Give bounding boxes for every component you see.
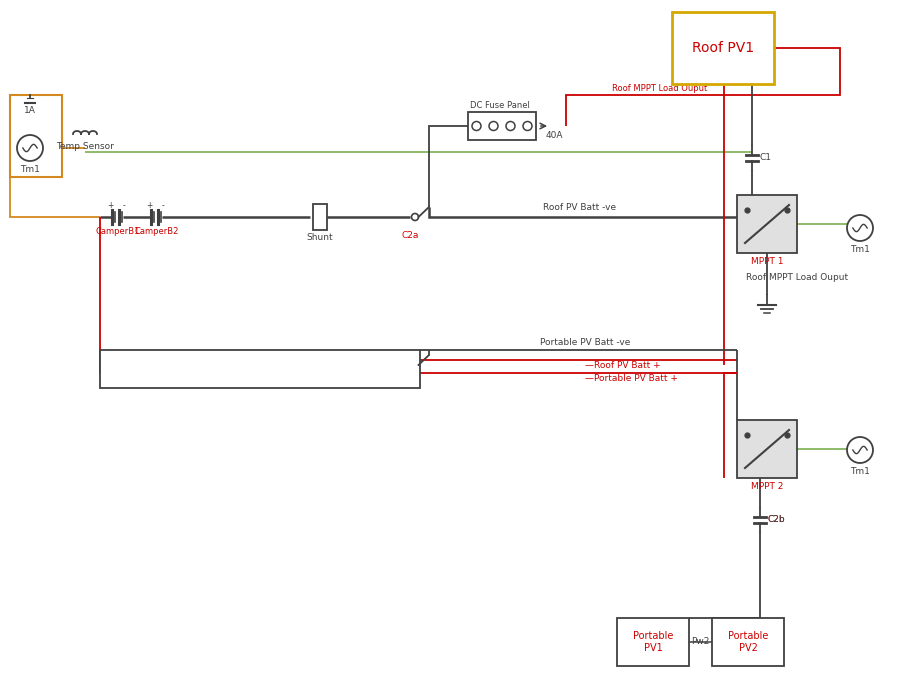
Text: +: + [146,201,152,210]
Text: MPPT 1: MPPT 1 [751,257,783,266]
Text: —Portable PV Batt +: —Portable PV Batt + [585,374,678,383]
Text: Shunt: Shunt [307,233,333,242]
Text: CamperB2: CamperB2 [135,227,179,236]
Text: C2b: C2b [768,516,786,524]
Text: MPPT 2: MPPT 2 [751,482,783,491]
Circle shape [847,437,873,463]
Circle shape [489,121,498,130]
Text: Roof PV Batt -ve: Roof PV Batt -ve [544,203,617,212]
Text: Tm1: Tm1 [850,467,870,476]
Circle shape [411,213,418,220]
Text: Portable
PV1: Portable PV1 [633,632,673,653]
Text: Portable PV Batt -ve: Portable PV Batt -ve [540,338,630,347]
Text: C2a: C2a [401,231,419,240]
Text: 1A: 1A [24,106,36,115]
Text: -: - [162,201,165,210]
Text: Portable
PV2: Portable PV2 [728,632,769,653]
Circle shape [472,121,481,130]
Bar [712,618,784,666]
Bar [468,112,536,140]
Text: —Roof PV Batt +: —Roof PV Batt + [585,361,661,370]
Text: Roof PV1: Roof PV1 [692,41,754,55]
Text: 40A: 40A [545,131,562,140]
Text: Pw2: Pw2 [691,638,710,647]
Text: Tm1: Tm1 [850,245,870,254]
Text: Roof MPPT Load Ouput: Roof MPPT Load Ouput [746,273,848,282]
Bar [737,420,797,478]
Text: C2a: C2a [401,379,419,388]
Bar [672,12,774,84]
Text: CamperB1: CamperB1 [95,227,140,236]
Circle shape [506,121,515,130]
Text: -: - [122,201,125,210]
Text: Roof MPPT Load Ouput: Roof MPPT Load Ouput [612,84,707,93]
Circle shape [17,135,43,161]
Text: C1: C1 [760,153,772,162]
Text: C2b: C2b [768,516,786,524]
Bar [10,95,62,177]
Text: Tm1: Tm1 [20,165,40,174]
Text: Temp Sensor: Temp Sensor [56,142,114,151]
Bar [617,618,689,666]
Circle shape [523,121,532,130]
Text: DC Fuse Panel: DC Fuse Panel [470,101,530,110]
Bar [313,204,327,230]
Circle shape [847,215,873,241]
Circle shape [411,361,418,368]
Bar [737,195,797,253]
Bar [100,350,420,388]
Text: +: + [107,201,113,210]
